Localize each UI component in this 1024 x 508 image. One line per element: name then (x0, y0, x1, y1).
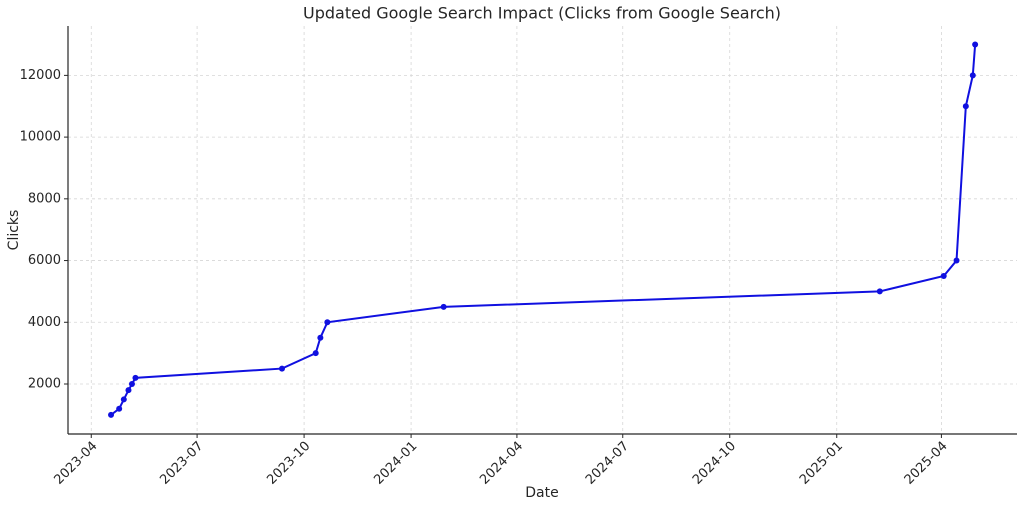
point (312, 350, 319, 357)
x-tick-label: 2025-01 (797, 439, 846, 488)
point (116, 405, 123, 412)
y-tick-label: 2000 (28, 377, 61, 392)
x-tick-label: 2025-04 (902, 439, 951, 488)
y-tick-label: 12000 (20, 68, 61, 83)
y-tick-label: 4000 (28, 315, 61, 330)
point (940, 272, 947, 279)
y-tick-label: 10000 (20, 130, 61, 145)
x-tick-label: 2024-07 (583, 439, 632, 488)
point (132, 374, 139, 381)
y-axis-label: Clicks (6, 210, 22, 251)
point (969, 72, 976, 79)
x-tick-label: 2023-07 (157, 439, 206, 488)
y-tick-label: 8000 (28, 191, 61, 206)
point (278, 365, 285, 372)
point (972, 41, 979, 48)
x-tick-label: 2024-01 (371, 439, 420, 488)
point (876, 288, 883, 295)
x-axis-label: Date (525, 485, 558, 501)
point (953, 257, 960, 264)
x-tick-label: 2023-10 (264, 439, 313, 488)
x-tick-label: 2024-04 (477, 439, 526, 488)
point (120, 396, 127, 403)
point (317, 334, 324, 341)
x-tick-label: 2023-04 (52, 439, 101, 488)
x-tick-label: 2024-10 (690, 439, 739, 488)
line (110, 44, 977, 416)
point (125, 387, 132, 394)
point (108, 411, 115, 418)
chart-title: Updated Google Search Impact (Clicks fro… (303, 4, 781, 23)
point (128, 381, 135, 388)
point (962, 103, 969, 110)
point (324, 319, 331, 326)
y-tick-label: 6000 (28, 253, 61, 268)
point (440, 303, 447, 310)
